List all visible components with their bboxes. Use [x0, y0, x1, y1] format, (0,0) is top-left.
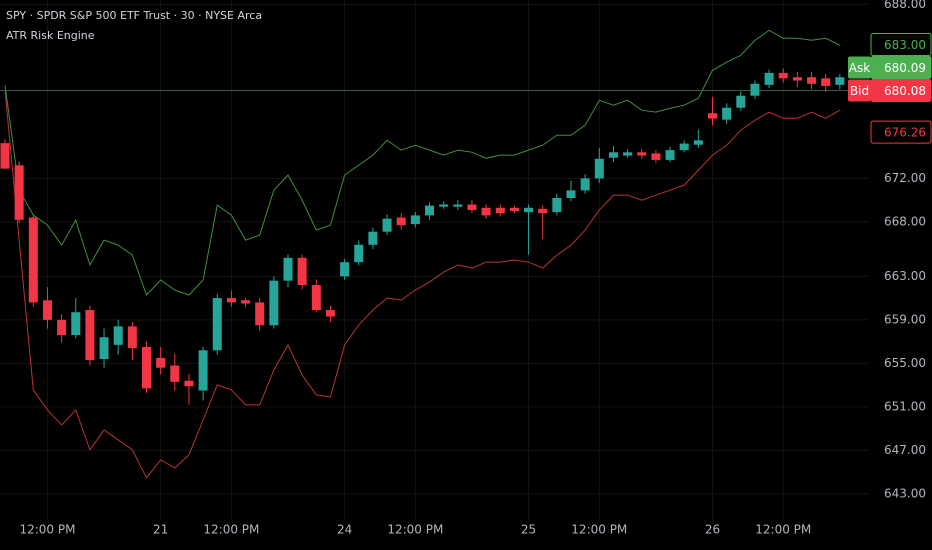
x-tick-label: 26	[705, 523, 720, 537]
axes: 688.00 672.00 668.00 663.00 659.00 655.00 651.…	[19, 0, 932, 537]
candle-body	[184, 380, 194, 387]
candle-body	[170, 365, 180, 382]
candle-body	[552, 197, 562, 213]
atr-band	[4, 90, 841, 479]
atr-band	[4, 29, 841, 296]
y-tick-label: 643.00	[884, 486, 926, 500]
candle-body	[821, 78, 831, 86]
candle-body	[325, 310, 335, 317]
candle-body	[608, 152, 618, 158]
candle-body	[14, 165, 24, 220]
candle-body	[623, 152, 633, 156]
candle-body	[481, 207, 491, 216]
candle-body	[580, 178, 590, 191]
candle-body	[127, 326, 137, 349]
candle-body	[693, 140, 703, 145]
y-tick-label: 672.00	[884, 171, 926, 185]
candle-body	[453, 204, 463, 207]
x-tick-label: 25	[521, 523, 536, 537]
candle-body	[255, 302, 265, 326]
candle-body	[410, 215, 420, 225]
candle-body	[368, 231, 378, 245]
x-tick-label: 12:00 PM	[19, 523, 75, 537]
candle-body	[311, 285, 321, 311]
candle-body	[566, 190, 576, 198]
candle-body	[99, 337, 109, 359]
candle-body	[57, 319, 67, 336]
chart-title: SPY · SPDR S&P 500 ETF Trust · 30 · NYSE…	[6, 9, 262, 22]
candle-body	[382, 218, 392, 232]
grid	[0, 0, 868, 520]
candle-body	[524, 207, 534, 213]
candle-body	[42, 300, 52, 320]
candle-body	[241, 300, 251, 304]
candle-body	[764, 72, 774, 85]
candle-body	[212, 298, 222, 351]
candle-body	[142, 347, 151, 389]
candle-body	[71, 312, 81, 336]
candles	[0, 68, 845, 405]
price-tag-prefix-box	[848, 79, 871, 102]
price-tag-prefix: Ask	[849, 61, 870, 75]
x-tick-label: 24	[337, 523, 352, 537]
candle-body	[226, 298, 236, 303]
candle-body	[651, 153, 661, 160]
candle-body	[665, 150, 675, 160]
candle-body	[198, 350, 208, 391]
candle-body	[28, 217, 38, 303]
price-tag-label: 683.00	[884, 38, 926, 52]
candle-body	[679, 143, 689, 151]
bands	[0, 29, 868, 479]
y-tick-label: 668.00	[884, 214, 926, 228]
price-tag-prefix-box	[848, 56, 871, 79]
candle-body	[708, 113, 717, 119]
candle-body	[594, 158, 604, 179]
candle-body	[835, 77, 845, 85]
candle-body	[113, 326, 123, 345]
price-tag	[870, 120, 932, 144]
price-tag	[870, 33, 932, 57]
candle-body	[750, 83, 760, 96]
candle-body	[509, 207, 519, 212]
candle-body	[425, 205, 434, 216]
candle-body	[283, 257, 293, 281]
x-tick-label: 12:00 PM	[571, 523, 627, 537]
y-tick-label: 663.00	[884, 269, 926, 283]
candle-body	[354, 244, 364, 263]
candle-body	[778, 72, 788, 79]
candle-body	[467, 204, 477, 210]
candle-body	[156, 357, 166, 368]
price-tag-label: 680.08	[884, 84, 926, 98]
candle-body	[340, 262, 350, 277]
x-tick-label: 12:00 PM	[203, 523, 259, 537]
candle-body	[538, 208, 548, 214]
x-tick-label: 21	[153, 523, 168, 537]
y-tick-label: 647.00	[884, 443, 926, 457]
candle-body	[637, 152, 647, 156]
x-tick-label: 12:00 PM	[755, 523, 811, 537]
candle-body	[736, 95, 746, 108]
candle-body	[722, 107, 732, 120]
candle-body	[792, 77, 802, 81]
candle-body	[495, 207, 505, 214]
x-tick-label: 12:00 PM	[387, 523, 443, 537]
candle-body	[269, 280, 279, 326]
indicator-name: ATR Risk Engine	[6, 29, 95, 42]
candle-body	[0, 143, 10, 169]
y-tick-label: 655.00	[884, 356, 926, 370]
price-tag-prefix: Bid	[850, 84, 869, 98]
y-tick-label: 659.00	[884, 312, 926, 326]
candle-body	[85, 310, 95, 361]
candle-body	[396, 217, 406, 226]
price-tag-label: 676.26	[884, 126, 926, 140]
y-tick-label: 688.00	[884, 0, 926, 11]
price-tag-label: 680.09	[884, 61, 926, 75]
candle-body	[439, 204, 449, 207]
y-tick-label: 651.00	[884, 399, 926, 413]
candle-body	[807, 77, 817, 84]
candle-body	[297, 257, 307, 286]
